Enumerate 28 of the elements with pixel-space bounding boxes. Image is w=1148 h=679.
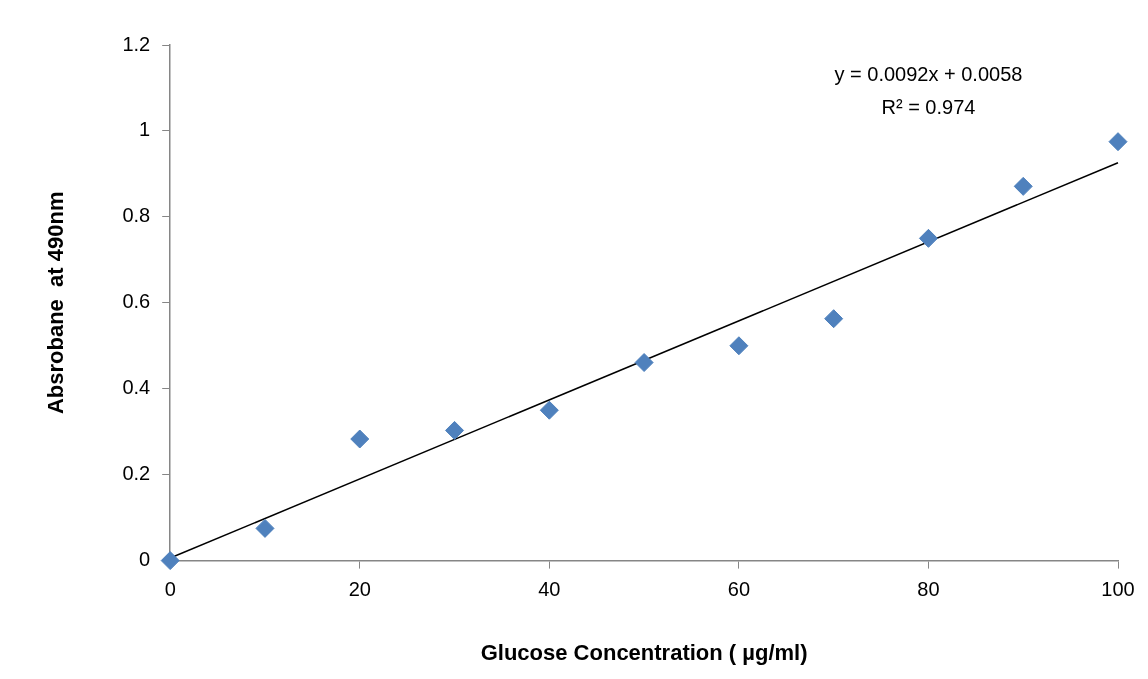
y-tick-label: 0.4 xyxy=(122,376,151,399)
annotation: y = 0.0092x + 0.0058 xyxy=(834,62,1023,85)
y-tick-label: 1.2 xyxy=(122,32,151,55)
annotation: R² = 0.974 xyxy=(881,95,976,118)
point xyxy=(918,228,938,248)
x-tick-label: 60 xyxy=(727,578,751,601)
y-tick-label: 0 xyxy=(139,548,151,571)
point xyxy=(729,336,749,356)
point xyxy=(1013,176,1033,196)
point xyxy=(539,400,559,420)
y-tick-label: 0.8 xyxy=(122,204,151,227)
x-tick-label: 20 xyxy=(348,578,371,601)
x-tick-label: 0 xyxy=(164,578,176,601)
point xyxy=(160,551,180,571)
point xyxy=(350,429,370,449)
point xyxy=(445,420,465,440)
y-tick-label: 0.6 xyxy=(122,290,151,313)
x-axis-title: Glucose Concentration ( µg/ml) xyxy=(480,639,808,665)
x-tick-label: 40 xyxy=(538,578,561,601)
y-tick-label: 0.2 xyxy=(122,462,151,485)
point xyxy=(824,309,844,329)
point xyxy=(1108,132,1128,152)
y-tick-label: 1 xyxy=(139,118,151,141)
point xyxy=(255,518,275,538)
x-tick-label: 80 xyxy=(917,578,940,601)
y-axis-title: Absrobane at 490nm xyxy=(43,191,69,415)
point xyxy=(634,353,654,373)
x-tick-label: 100 xyxy=(1101,578,1135,601)
